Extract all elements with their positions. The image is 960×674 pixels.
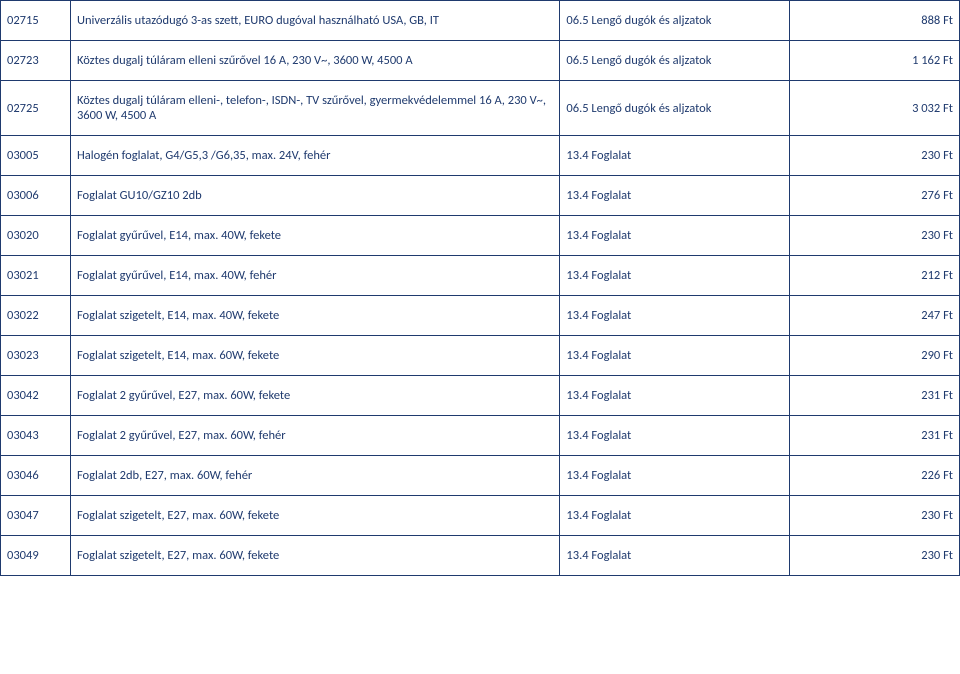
cell-description: Univerzális utazódugó 3-as szett, EURO d… [70,1,559,41]
cell-category: 13.4 Foglalat [560,456,790,496]
cell-price: 230 Ft [790,496,960,536]
cell-description: Foglalat 2 gyűrűvel, E27, max. 60W, fehé… [70,416,559,456]
cell-description: Foglalat 2 gyűrűvel, E27, max. 60W, feke… [70,376,559,416]
cell-category: 13.4 Foglalat [560,216,790,256]
cell-price: 231 Ft [790,376,960,416]
cell-description: Foglalat szigetelt, E27, max. 60W, feket… [70,536,559,576]
table-row: 03020Foglalat gyűrűvel, E14, max. 40W, f… [1,216,960,256]
cell-code: 03005 [1,136,71,176]
cell-code: 02723 [1,41,71,81]
cell-code: 03049 [1,536,71,576]
cell-description: Foglalat gyűrűvel, E14, max. 40W, fehér [70,256,559,296]
cell-description: Foglalat gyűrűvel, E14, max. 40W, fekete [70,216,559,256]
cell-category: 13.4 Foglalat [560,336,790,376]
cell-category: 13.4 Foglalat [560,496,790,536]
cell-description: Köztes dugalj túláram elleni-, telefon-,… [70,81,559,136]
cell-code: 03042 [1,376,71,416]
table-row: 03022Foglalat szigetelt, E14, max. 40W, … [1,296,960,336]
table-row: 03049Foglalat szigetelt, E27, max. 60W, … [1,536,960,576]
cell-code: 03022 [1,296,71,336]
cell-price: 231 Ft [790,416,960,456]
cell-category: 06.5 Lengő dugók és aljzatok [560,41,790,81]
cell-code: 03021 [1,256,71,296]
table-row: 03047Foglalat szigetelt, E27, max. 60W, … [1,496,960,536]
cell-description: Köztes dugalj túláram elleni szűrővel 16… [70,41,559,81]
cell-description: Foglalat szigetelt, E27, max. 60W, feket… [70,496,559,536]
cell-description: Foglalat GU10/GZ10 2db [70,176,559,216]
table-row: 03023Foglalat szigetelt, E14, max. 60W, … [1,336,960,376]
cell-description: Foglalat 2db, E27, max. 60W, fehér [70,456,559,496]
cell-code: 03046 [1,456,71,496]
cell-code: 02715 [1,1,71,41]
cell-code: 03047 [1,496,71,536]
table-row: 03042Foglalat 2 gyűrűvel, E27, max. 60W,… [1,376,960,416]
cell-category: 13.4 Foglalat [560,376,790,416]
table-row: 03005Halogén foglalat, G4/G5,3 /G6,35, m… [1,136,960,176]
cell-description: Foglalat szigetelt, E14, max. 60W, feket… [70,336,559,376]
table-row: 02723Köztes dugalj túláram elleni szűrőv… [1,41,960,81]
cell-code: 03043 [1,416,71,456]
table-row: 02715Univerzális utazódugó 3-as szett, E… [1,1,960,41]
cell-category: 06.5 Lengő dugók és aljzatok [560,1,790,41]
cell-code: 03006 [1,176,71,216]
cell-price: 226 Ft [790,456,960,496]
table-row: 02725Köztes dugalj túláram elleni-, tele… [1,81,960,136]
cell-price: 888 Ft [790,1,960,41]
cell-price: 212 Ft [790,256,960,296]
cell-category: 06.5 Lengő dugók és aljzatok [560,81,790,136]
cell-price: 3 032 Ft [790,81,960,136]
cell-description: Foglalat szigetelt, E14, max. 40W, feket… [70,296,559,336]
cell-code: 03020 [1,216,71,256]
cell-description: Halogén foglalat, G4/G5,3 /G6,35, max. 2… [70,136,559,176]
table-row: 03021Foglalat gyűrűvel, E14, max. 40W, f… [1,256,960,296]
product-table: 02715Univerzális utazódugó 3-as szett, E… [0,0,960,576]
cell-price: 290 Ft [790,336,960,376]
cell-price: 247 Ft [790,296,960,336]
table-row: 03046Foglalat 2db, E27, max. 60W, fehér1… [1,456,960,496]
cell-price: 276 Ft [790,176,960,216]
cell-category: 13.4 Foglalat [560,136,790,176]
cell-category: 13.4 Foglalat [560,536,790,576]
cell-price: 230 Ft [790,536,960,576]
cell-code: 03023 [1,336,71,376]
table-row: 03006Foglalat GU10/GZ10 2db13.4 Foglalat… [1,176,960,216]
cell-price: 230 Ft [790,136,960,176]
cell-category: 13.4 Foglalat [560,416,790,456]
cell-price: 230 Ft [790,216,960,256]
product-table-body: 02715Univerzális utazódugó 3-as szett, E… [1,1,960,576]
cell-category: 13.4 Foglalat [560,296,790,336]
cell-category: 13.4 Foglalat [560,256,790,296]
table-row: 03043Foglalat 2 gyűrűvel, E27, max. 60W,… [1,416,960,456]
cell-category: 13.4 Foglalat [560,176,790,216]
cell-code: 02725 [1,81,71,136]
cell-price: 1 162 Ft [790,41,960,81]
